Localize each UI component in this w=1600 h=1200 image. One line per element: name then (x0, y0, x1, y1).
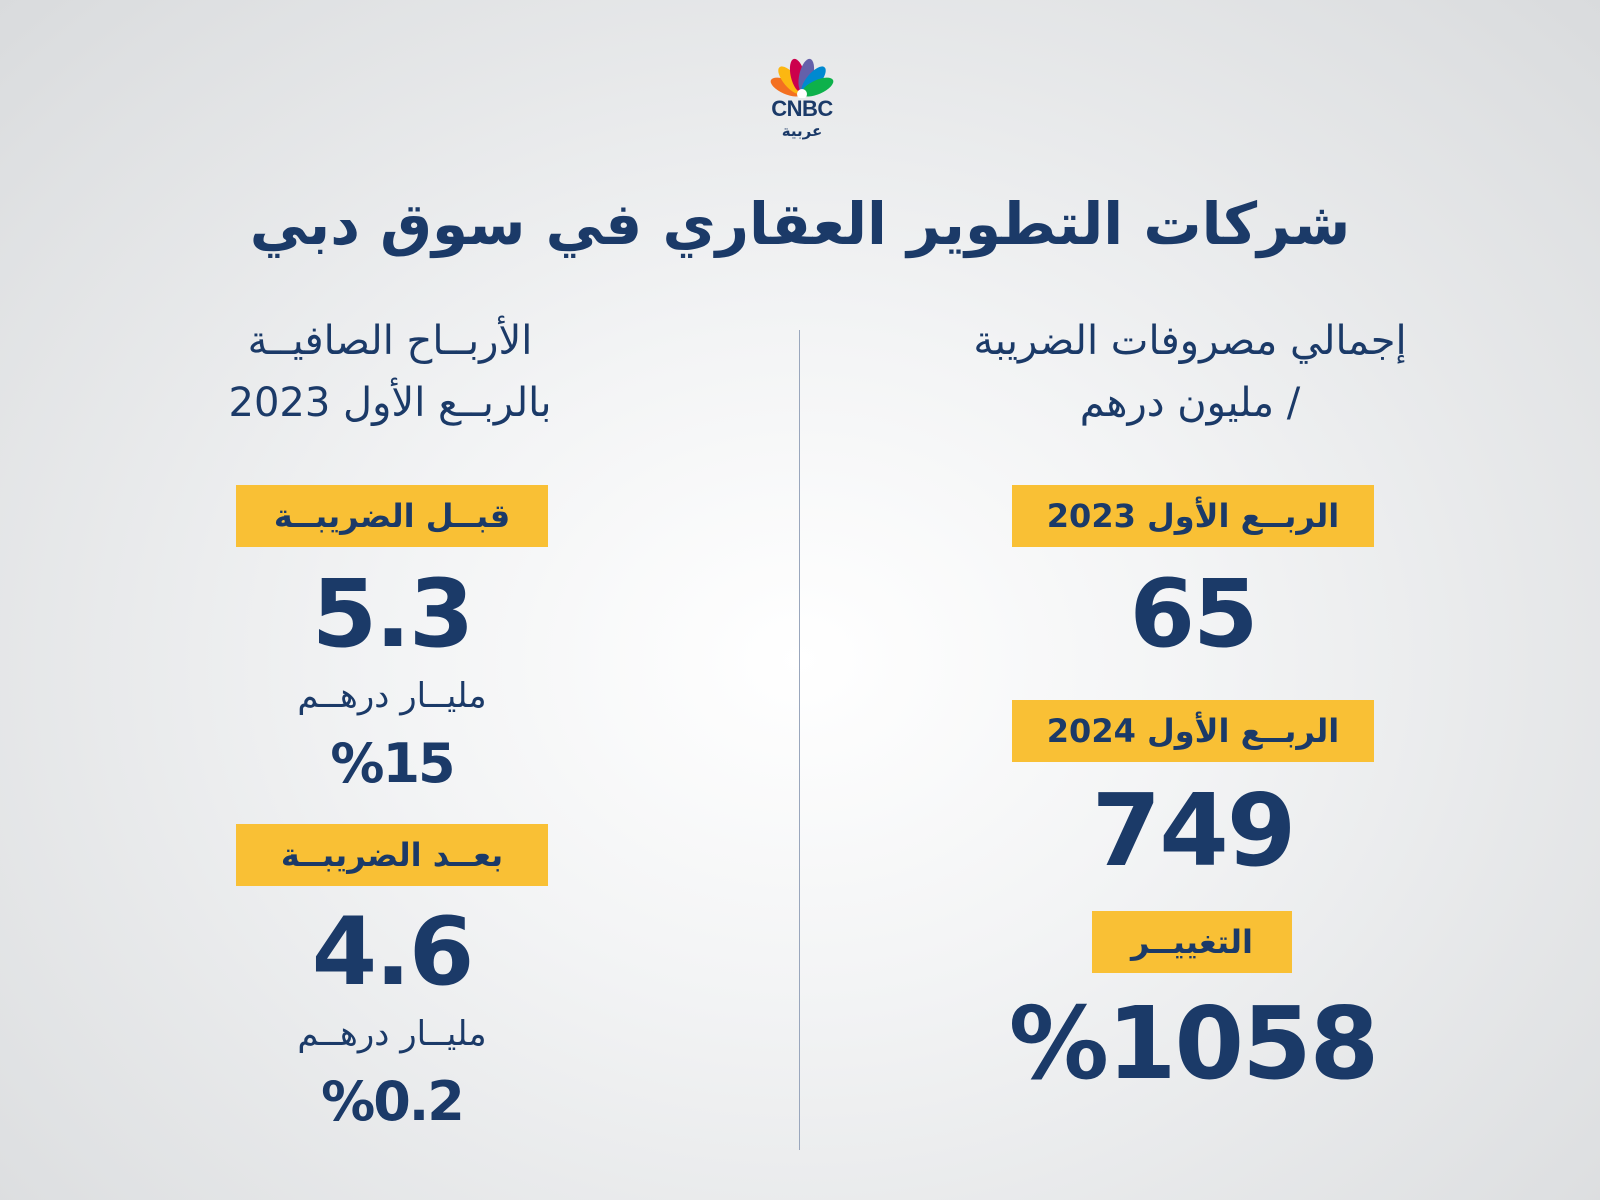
q1-2024-label: الربــع الأول 2024 (1012, 700, 1374, 762)
q1-2024-value: 749 (1091, 772, 1297, 889)
page-title: شركات التطوير العقاري في سوق دبي (249, 190, 1351, 258)
column-divider (799, 330, 800, 1150)
net-profit-heading-line2: بالربــع الأول 2023 (228, 380, 552, 426)
net-profit-heading: الأربــاح الصافيــة بالربــع الأول 2023 (180, 310, 600, 434)
change-value: %1058 (1008, 985, 1380, 1102)
before-tax-percent: %15 (330, 732, 455, 795)
net-profit-heading-line1: الأربــاح الصافيــة (247, 318, 533, 364)
cnbc-logo: CNBC عربية (757, 56, 847, 146)
cnbc-peacock-icon (770, 58, 834, 98)
q1-2023-label: الربــع الأول 2023 (1012, 485, 1374, 547)
logo-wordmark: CNBC (771, 96, 833, 121)
before-tax-unit: مليــار درهــم (297, 676, 487, 716)
after-tax-unit: مليــار درهــم (297, 1014, 487, 1054)
after-tax-percent: %0.2 (321, 1070, 465, 1133)
tax-expenses-heading-line1: إجمالي مصروفات الضريبة (973, 318, 1407, 364)
tax-expenses-heading: إجمالي مصروفات الضريبة / مليون درهم (880, 310, 1500, 434)
q1-2023-value: 65 (1129, 560, 1259, 669)
logo-arabic-wordmark: عربية (781, 122, 823, 140)
after-tax-value: 4.6 (311, 898, 475, 1007)
before-tax-label: قبــل الضريبــة (236, 485, 548, 547)
before-tax-value: 5.3 (311, 560, 475, 669)
tax-expenses-heading-line2: / مليون درهم (1079, 380, 1301, 426)
change-label: التغييــر (1092, 911, 1292, 973)
after-tax-label: بعــد الضريبــة (236, 824, 548, 886)
